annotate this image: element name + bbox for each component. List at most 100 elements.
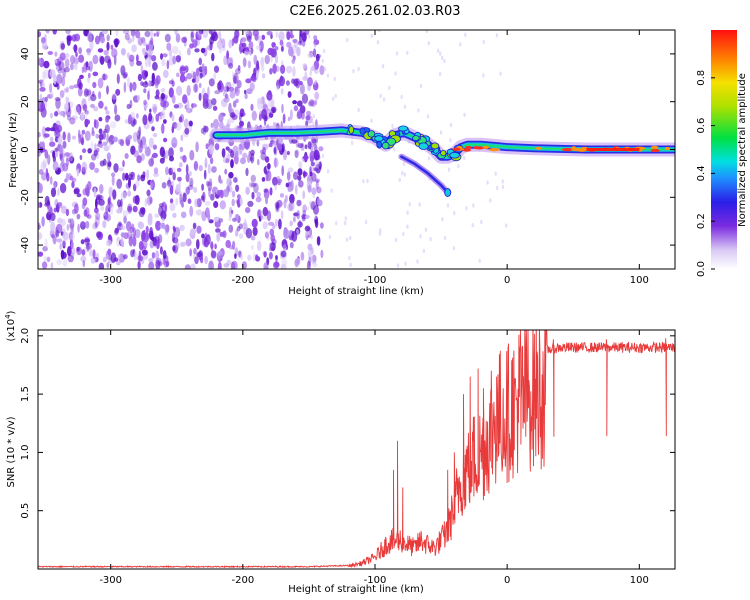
signal-hotspot	[488, 148, 501, 152]
noise-speckle	[178, 116, 183, 123]
noise-speckle	[160, 124, 165, 132]
signal-hotspot	[482, 145, 490, 149]
noise-speckle-faint	[499, 71, 502, 76]
noise-speckle	[228, 62, 234, 69]
noise-speckle	[263, 103, 268, 109]
noise-speckle	[168, 87, 174, 98]
noise-speckle	[98, 133, 104, 141]
x-tick-label: -200	[231, 575, 254, 586]
noise-speckle	[274, 157, 277, 169]
noise-speckle	[144, 30, 151, 38]
signal-hotspot	[571, 146, 576, 150]
noise-speckle	[55, 98, 61, 110]
noise-speckle-faint	[370, 118, 373, 123]
noise-speckle-faint	[357, 66, 360, 72]
noise-speckle	[269, 187, 273, 196]
noise-speckle	[113, 163, 119, 173]
noise-speckle	[272, 176, 278, 186]
noise-speckle	[106, 262, 110, 269]
noise-speckle	[296, 210, 301, 220]
signal-blob	[449, 151, 460, 159]
noise-speckle	[154, 95, 160, 100]
noise-speckle	[180, 211, 187, 219]
noise-speckle	[185, 186, 191, 195]
noise-speckle	[182, 94, 188, 104]
noise-speckle	[81, 166, 86, 175]
colorbar: 0.0 0.2 0.4 0.6 0.8 Normalized spectral ampl…	[696, 30, 748, 277]
noise-speckle	[214, 243, 217, 250]
signal-blob	[418, 142, 429, 150]
noise-speckle	[232, 217, 237, 222]
noise-speckle	[297, 143, 304, 149]
noise-speckle-faint	[494, 171, 497, 176]
noise-speckle	[311, 172, 317, 182]
noise-speckle	[120, 191, 127, 200]
noise-speckle	[275, 255, 278, 264]
noise-speckle	[202, 125, 207, 136]
noise-speckle	[250, 174, 256, 183]
noise-speckle	[302, 204, 307, 213]
noise-speckle	[114, 38, 119, 48]
noise-speckle	[41, 71, 46, 81]
noise-speckle	[106, 41, 110, 51]
noise-speckle	[165, 166, 169, 176]
snr-multiplier-exp: 4	[4, 314, 12, 319]
noise-speckle	[313, 42, 317, 48]
noise-speckle	[166, 59, 170, 70]
noise-speckle	[251, 218, 258, 228]
noise-speckle	[98, 262, 105, 269]
noise-speckle-faint	[403, 172, 406, 177]
noise-speckle	[112, 136, 119, 143]
noise-speckle	[152, 144, 157, 150]
noise-speckle	[142, 249, 148, 256]
noise-speckle	[129, 82, 133, 93]
noise-speckle	[149, 226, 154, 238]
signal-blob	[376, 140, 383, 149]
noise-speckle	[181, 36, 188, 44]
noise-speckle	[105, 110, 110, 115]
noise-speckle	[173, 104, 180, 109]
noise-speckle	[297, 109, 303, 119]
noise-speckle	[143, 42, 148, 47]
noise-speckle	[176, 167, 182, 172]
noise-speckle	[64, 58, 70, 69]
noise-speckle	[171, 167, 176, 174]
noise-speckle	[186, 99, 190, 109]
noise-speckle	[240, 112, 243, 118]
noise-speckle	[225, 158, 230, 164]
noise-speckle	[49, 176, 53, 185]
noise-speckle-faint	[446, 203, 450, 208]
noise-speckle	[233, 75, 237, 84]
noise-speckle	[247, 200, 254, 207]
noise-speckle	[73, 44, 78, 53]
noise-speckle	[174, 226, 181, 238]
noise-speckle	[287, 91, 292, 98]
noise-speckle-faint	[427, 41, 430, 46]
noise-speckle	[198, 57, 203, 66]
noise-speckle	[257, 99, 264, 110]
noise-speckle	[241, 42, 247, 48]
noise-speckle	[157, 261, 163, 267]
noise-speckle	[216, 81, 222, 91]
noise-speckle-faint	[463, 155, 466, 161]
noise-speckle	[45, 30, 50, 34]
noise-speckle	[117, 199, 122, 208]
noise-speckle	[54, 111, 59, 117]
noise-speckle	[132, 205, 138, 213]
noise-speckle	[193, 83, 199, 93]
noise-speckle	[78, 133, 82, 144]
noise-speckle	[310, 254, 317, 264]
noise-speckle	[86, 241, 90, 252]
noise-speckle	[252, 226, 258, 236]
noise-speckle	[66, 34, 73, 41]
noise-speckle	[101, 73, 108, 81]
noise-speckle	[228, 224, 234, 233]
noise-speckle	[204, 65, 208, 76]
snr-y-axis: 0.5 1.0 1.5 2.0	[20, 328, 675, 519]
noise-speckle	[41, 216, 45, 227]
noise-speckle	[205, 241, 209, 248]
noise-speckle	[192, 222, 197, 229]
noise-speckle	[250, 103, 254, 111]
noise-speckle	[316, 236, 321, 246]
noise-speckle	[59, 90, 65, 98]
